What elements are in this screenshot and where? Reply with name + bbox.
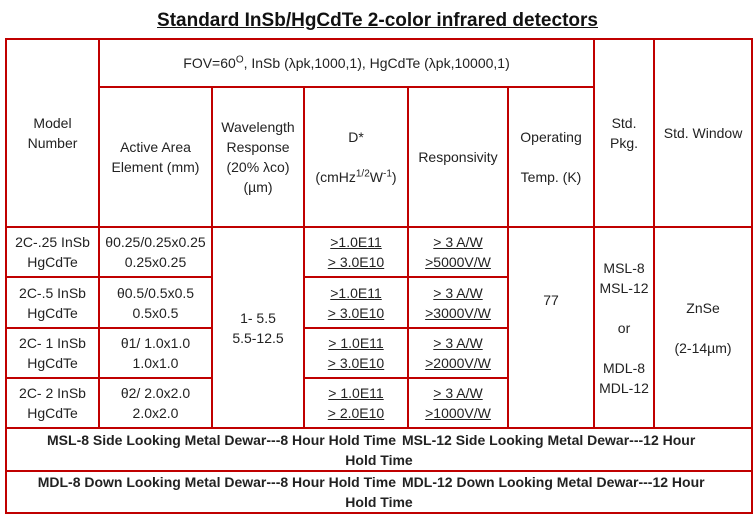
dstar-cell: > 1.0E11 > 3.0E10 xyxy=(303,326,409,380)
note-mdl12-cont: Hold Time xyxy=(345,493,413,510)
area-cell: θ0.25/0.25x0.25 0.25x0.25 xyxy=(98,226,213,279)
model-cell: 2C- 2 InSb HgCdTe xyxy=(5,377,100,430)
note-mdl12: MDL-12 Down Looking Metal Dewar---12 Hou… xyxy=(402,473,705,490)
note-msl12: MSL-12 Side Looking Metal Dewar---12 Hou… xyxy=(402,431,696,448)
responsivity-cell: > 3 A/W >5000V/W xyxy=(407,226,509,279)
model-cell: 2C-.5 InSb HgCdTe xyxy=(5,276,100,329)
area-cell: θ2/ 2.0x2.0 2.0x2.0 xyxy=(98,377,213,430)
header-model-number: Model Number xyxy=(5,37,100,229)
area-cell: θ0.5/0.5x0.5 0.5x0.5 xyxy=(98,276,213,329)
header-responsivity: Responsivity xyxy=(407,86,509,229)
header-active-area: Active Area Element (mm) xyxy=(98,86,213,229)
table-row: 2C- 2 InSb HgCdTe θ2/ 2.0x2.0 2.0x2.0 > 1.… xyxy=(5,377,752,430)
header-operating-temp: Operating Temp. (K) xyxy=(506,86,596,229)
note-msl12-cont: Hold Time xyxy=(345,451,413,468)
responsivity-cell: > 3 A/W >3000V/W xyxy=(407,276,509,329)
table-row: 2C-.5 InSb HgCdTe θ0.5/0.5x0.5 0.5x0.5 >1.… xyxy=(5,276,752,329)
notes-msl: MSL-8 Side Looking Metal Dewar---8 Hour … xyxy=(4,427,754,472)
notes-row: MSL-8 Side Looking Metal Dewar---8 Hour … xyxy=(4,427,754,472)
dstar-cell: >1.0E11 > 3.0E10 xyxy=(303,276,409,329)
notes-mdl: MDL-8 Down Looking Metal Dewar---8 Hour … xyxy=(4,469,754,514)
notes-row: MDL-8 Down Looking Metal Dewar---8 Hour … xyxy=(4,469,754,514)
dstar-cell: >1.0E11 > 3.0E10 xyxy=(303,226,409,279)
table-row: 2C- 1 InSb HgCdTe θ1/ 1.0x1.0 1.0x1.0 > 1.… xyxy=(5,326,752,380)
responsivity-cell: > 3 A/W >2000V/W xyxy=(407,326,509,380)
area-cell: θ1/ 1.0x1.0 1.0x1.0 xyxy=(98,326,213,380)
std-window-cell: ZnSe (2-14µm) xyxy=(653,226,754,430)
std-pkg-cell: MSL-8 MSL-12 or MDL-8 MDL-12 xyxy=(593,226,656,430)
wavelength-cell: 1- 5.5 5.5-12.5 xyxy=(211,226,305,430)
table-row: 2C-.25 InSb HgCdTe θ0.25/0.25x0.25 0.25x0.… xyxy=(5,226,754,430)
note-msl8: MSL-8 Side Looking Metal Dewar---8 Hour … xyxy=(47,431,397,448)
header-wavelength: Wavelength Response (20% λco) (µm) xyxy=(211,86,305,229)
header-dstar: D* (cmHz1/2W-1) xyxy=(303,86,409,229)
detector-spec-table: Model Number FOV=60O, InSb (λpk,1000,1), … xyxy=(4,37,754,514)
header-fov: FOV=60O, InSb (λpk,1000,1), HgCdTe (λpk,… xyxy=(97,37,596,89)
header-std-window: Std. Window xyxy=(653,37,754,229)
dstar-cell: > 1.0E11 > 2.0E10 xyxy=(303,377,409,430)
model-cell: 2C-.25 InSb HgCdTe xyxy=(5,226,100,279)
operating-temp-cell: 77 xyxy=(506,226,596,430)
note-mdl8: MDL-8 Down Looking Metal Dewar---8 Hour … xyxy=(37,473,397,490)
model-cell: 2C- 1 InSb HgCdTe xyxy=(5,326,100,380)
responsivity-cell: > 3 A/W >1000V/W xyxy=(407,377,509,430)
header-std-pkg: Std. Pkg. xyxy=(593,37,656,229)
page-title: Standard InSb/HgCdTe 2-color infrared de… xyxy=(157,10,598,31)
